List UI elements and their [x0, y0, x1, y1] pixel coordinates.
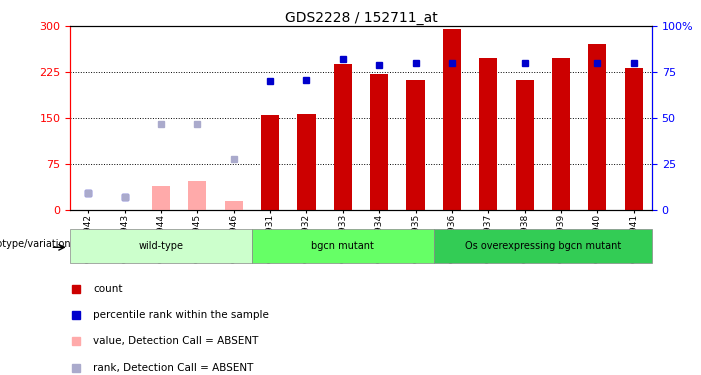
Bar	[625, 68, 643, 210]
Bar	[443, 29, 461, 210]
Bar	[297, 114, 315, 210]
Bar	[552, 58, 570, 210]
Text: percentile rank within the sample: percentile rank within the sample	[93, 310, 269, 320]
Bar	[434, 229, 652, 262]
Bar	[588, 44, 606, 210]
Bar	[152, 186, 170, 210]
Bar	[252, 229, 434, 262]
Bar	[70, 229, 252, 262]
Title: GDS2228 / 152711_at: GDS2228 / 152711_at	[285, 11, 437, 25]
Bar	[479, 58, 498, 210]
Bar	[370, 74, 388, 210]
Text: genotype/variation: genotype/variation	[0, 239, 71, 249]
Bar	[334, 64, 352, 210]
Text: wild-type: wild-type	[139, 241, 184, 250]
Text: rank, Detection Call = ABSENT: rank, Detection Call = ABSENT	[93, 363, 254, 373]
Bar	[407, 80, 425, 210]
Text: value, Detection Call = ABSENT: value, Detection Call = ABSENT	[93, 336, 259, 346]
Bar	[261, 115, 279, 210]
Bar	[515, 80, 533, 210]
Text: Os overexpressing bgcn mutant: Os overexpressing bgcn mutant	[465, 241, 621, 250]
Bar	[189, 181, 207, 210]
Bar	[224, 201, 243, 210]
Text: bgcn mutant: bgcn mutant	[311, 241, 374, 250]
Text: count: count	[93, 284, 123, 294]
